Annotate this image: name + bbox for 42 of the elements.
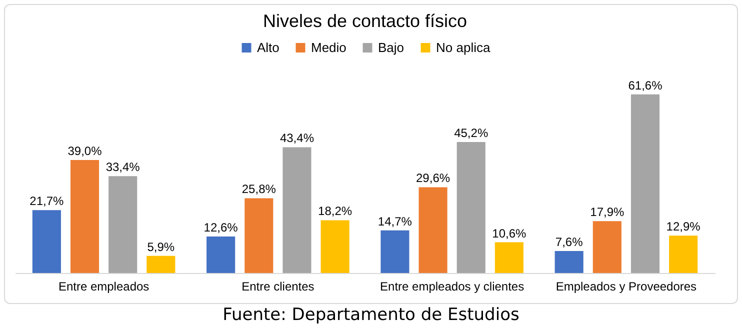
data-label: 33,4% <box>106 160 140 174</box>
data-label: 14,7% <box>378 214 412 228</box>
legend-label: Alto <box>257 40 280 55</box>
data-label: 18,2% <box>318 204 352 218</box>
x-tick-label: Entre clientes <box>242 280 314 294</box>
x-tick-label: Empleados y Proveedores <box>556 280 697 294</box>
bar <box>108 176 138 273</box>
bar <box>592 221 622 273</box>
data-label: 7,6% <box>555 234 584 249</box>
data-label: 17,9% <box>590 205 624 220</box>
bar <box>70 160 100 273</box>
bar <box>630 94 660 273</box>
bar <box>380 230 410 273</box>
bar <box>146 256 176 273</box>
legend-label: No aplica <box>436 40 491 55</box>
data-label: 12,9% <box>666 220 701 234</box>
chart-title: Niveles de contacto físico <box>262 11 468 31</box>
data-label: 45,2% <box>454 126 488 140</box>
data-label: 5,9% <box>147 240 175 254</box>
bar <box>494 242 524 273</box>
legend-label: Medio <box>311 40 346 55</box>
data-label: 29,6% <box>416 171 450 186</box>
bar <box>418 187 448 273</box>
data-label: 61,6% <box>628 78 663 92</box>
data-label: 10,6% <box>492 226 527 240</box>
x-tick-label: Entre empleados y clientes <box>380 280 524 294</box>
bar <box>244 198 274 273</box>
data-label: 39,0% <box>68 144 102 158</box>
bar <box>669 236 698 273</box>
data-label: 21,7% <box>30 194 64 208</box>
data-label: 25,8% <box>242 182 276 196</box>
data-label: 12,6% <box>204 220 238 234</box>
bar <box>320 220 350 273</box>
source-note: Fuente: Departamento de Estudios <box>222 305 520 325</box>
bar <box>554 250 584 273</box>
bar <box>282 147 312 273</box>
data-label: 43,4% <box>280 131 314 146</box>
x-tick-label: Entre empleados <box>58 280 150 294</box>
bar <box>456 142 486 273</box>
bar <box>206 236 236 273</box>
legend-label: Bajo <box>378 40 404 55</box>
bar <box>32 210 61 273</box>
